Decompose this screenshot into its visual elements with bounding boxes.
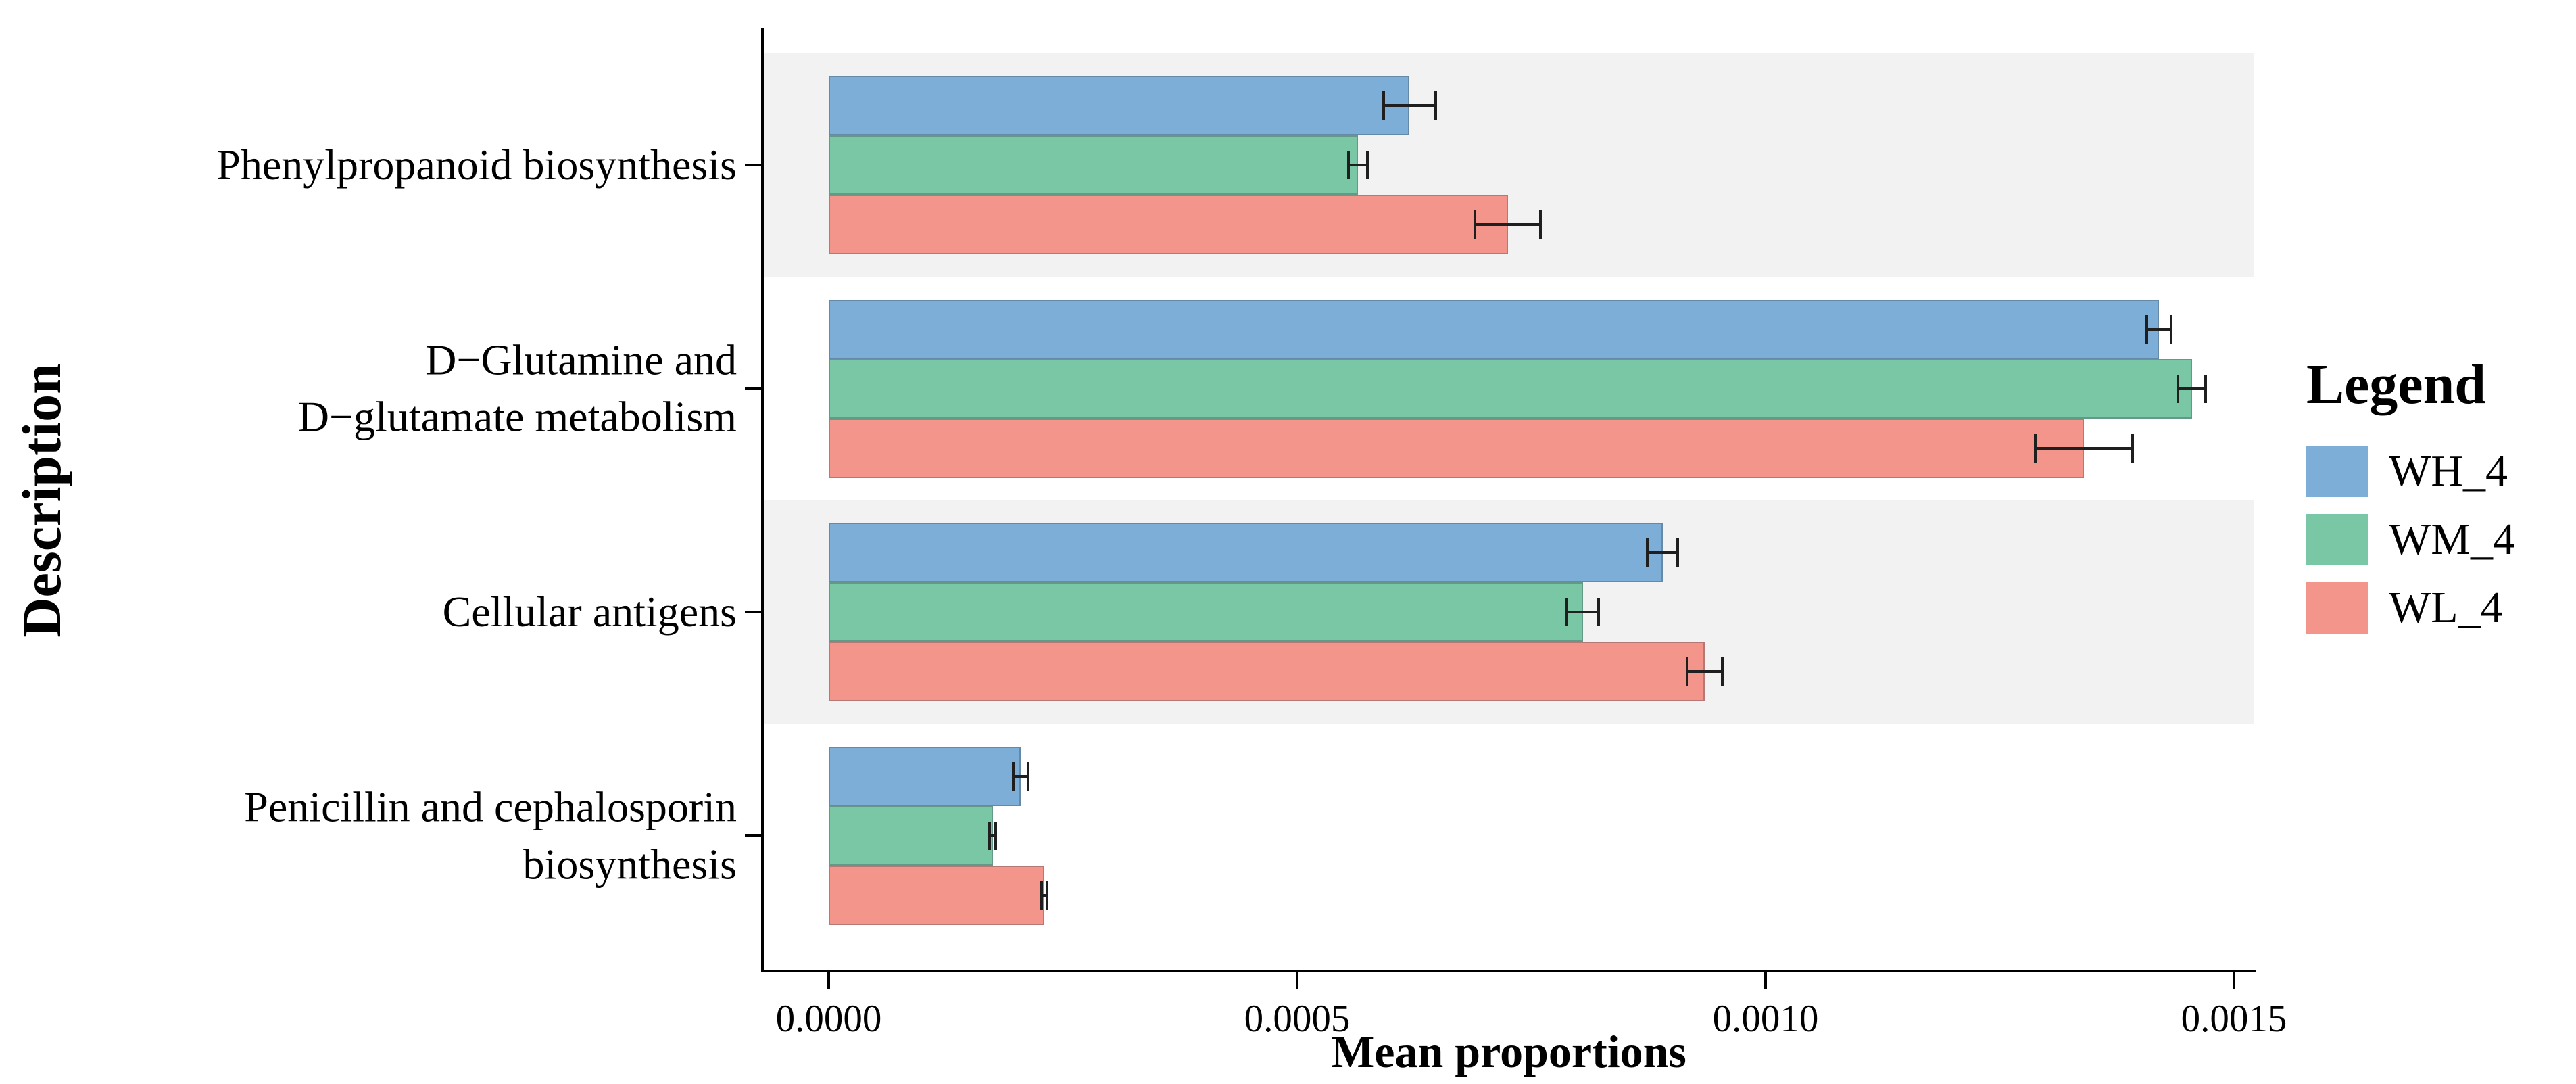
legend: Legend WH_4 WM_4 WL_4 [2306, 352, 2515, 651]
legend-label: WL_4 [2389, 583, 2503, 632]
error-bar-cap [1597, 598, 1601, 627]
legend-label: WM_4 [2389, 515, 2515, 564]
error-bar-WL_4 [1041, 894, 1047, 897]
x-tick-label: 0.0005 [1244, 997, 1351, 1040]
bar-WH_4 [829, 747, 1021, 807]
bar-WH_4 [829, 299, 2160, 359]
x-axis-tick [827, 972, 830, 989]
error-bar-cap [1382, 91, 1385, 120]
bar-WL_4 [829, 642, 1705, 702]
category-label: Cellular antigens [442, 588, 737, 636]
bar-WM_4 [829, 358, 2192, 419]
y-axis-tick [745, 611, 761, 614]
y-axis-tick [745, 163, 761, 166]
legend-items: WH_4 WM_4 WL_4 [2306, 446, 2515, 634]
error-bar-cap [1012, 762, 1015, 791]
error-bar-WM_4 [990, 834, 996, 838]
bar-WL_4 [829, 418, 2085, 478]
error-bar-WL_4 [1686, 670, 1723, 674]
error-bar-cap [1045, 881, 1048, 910]
error-bar-cap [1676, 538, 1679, 567]
legend-item-WH_4: WH_4 [2306, 446, 2515, 497]
error-bar-cap [988, 822, 992, 851]
bar-WM_4 [829, 135, 1359, 195]
legend-swatch-WH_4 [2306, 446, 2368, 497]
bar-WM_4 [829, 582, 1583, 642]
error-bar-cap [2170, 314, 2173, 344]
error-bar-cap [1040, 881, 1043, 910]
bar-WL_4 [829, 194, 1508, 254]
x-axis-title: Mean proportions [1331, 1026, 1686, 1077]
error-bar-cap [1365, 150, 1369, 179]
y-axis-line [761, 28, 764, 972]
error-bar-WM_4 [1567, 611, 1599, 614]
x-axis-line [761, 970, 2256, 972]
bar-WH_4 [829, 523, 1663, 583]
category-label: Penicillin and cephalosporin biosynthesi… [244, 782, 737, 889]
x-tick-label: 0.0010 [1712, 997, 1819, 1040]
legend-item-WL_4: WL_4 [2306, 582, 2515, 634]
error-bar-WL_4 [2035, 446, 2133, 450]
error-bar-cap [1685, 657, 1688, 686]
x-axis-tick [1764, 972, 1767, 989]
error-bar-cap [1347, 150, 1351, 179]
error-bar-cap [2145, 314, 2149, 344]
y-axis-tick [745, 387, 761, 390]
error-bar-WH_4 [2147, 327, 2172, 331]
x-axis-tick [1296, 972, 1298, 989]
legend-swatch-WM_4 [2306, 514, 2368, 565]
error-bar-cap [2176, 374, 2179, 403]
error-bar-cap [1721, 657, 1724, 686]
error-bar-WH_4 [1647, 551, 1678, 555]
error-bar-WM_4 [1348, 163, 1367, 166]
error-bar-cap [1434, 91, 1438, 120]
error-bar-WH_4 [1383, 103, 1436, 107]
y-axis-tick [745, 834, 761, 838]
bar-WM_4 [829, 806, 993, 866]
legend-item-WM_4: WM_4 [2306, 514, 2515, 565]
error-bar-cap [1027, 762, 1030, 791]
error-bar-cap [2131, 433, 2135, 463]
error-bar-WH_4 [1013, 775, 1029, 778]
bar-WH_4 [829, 75, 1410, 135]
error-bar-WL_4 [1475, 222, 1541, 226]
legend-label: WH_4 [2389, 446, 2508, 496]
error-bar-cap [994, 822, 997, 851]
category-label: Phenylpropanoid biosynthesis [216, 140, 737, 189]
bar-WL_4 [829, 866, 1044, 926]
error-bar-cap [1539, 210, 1542, 239]
error-bar-cap [1646, 538, 1649, 567]
legend-title: Legend [2306, 353, 2487, 416]
error-bar-cap [2034, 433, 2037, 463]
category-label: D−Glutamine and D−glutamate metabolism [297, 335, 737, 441]
error-bar-cap [2204, 374, 2208, 403]
error-bar-cap [1565, 598, 1569, 627]
x-axis-tick [2233, 972, 2235, 989]
error-bar-cap [1474, 210, 1477, 239]
plot-panel [763, 30, 2254, 970]
error-bar-WM_4 [2177, 387, 2206, 390]
x-tick-label: 0.0000 [775, 997, 882, 1040]
legend-swatch-WL_4 [2306, 582, 2368, 634]
x-tick-label: 0.0015 [2181, 997, 2287, 1040]
